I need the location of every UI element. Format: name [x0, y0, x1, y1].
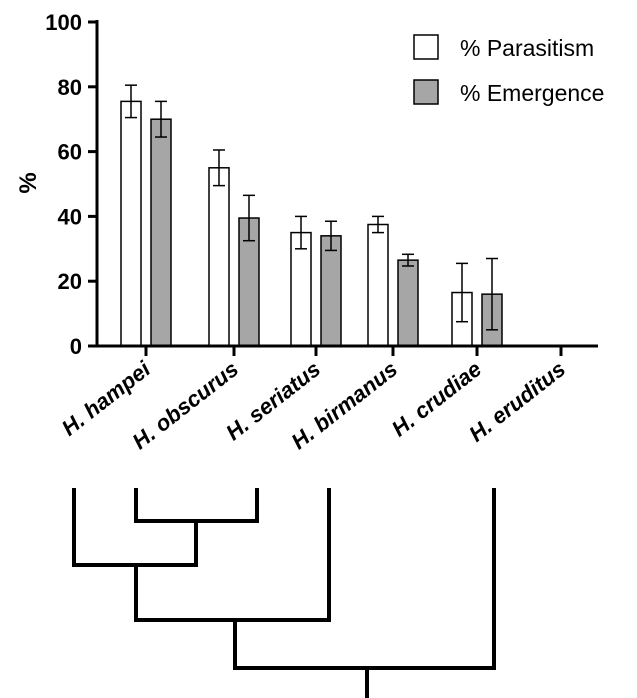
bar-emergence — [320, 235, 342, 347]
bar-parasitism — [208, 167, 230, 347]
errorbars-layer — [125, 84, 498, 331]
bar-parasitism — [120, 100, 142, 347]
legend-swatch-parasitism — [413, 34, 439, 60]
bars-layer — [120, 100, 503, 347]
bar-parasitism — [367, 223, 389, 347]
bar-emergence — [150, 118, 172, 347]
y-axis-label: % — [15, 172, 42, 193]
bar-parasitism — [290, 231, 312, 347]
y-tick-label: 60 — [58, 140, 82, 165]
y-tick-label: 40 — [58, 204, 82, 229]
y-ticks-layer: 0 20 40 60 80 100 — [45, 10, 97, 359]
y-tick-label: 0 — [70, 334, 82, 359]
axes-layer — [95, 20, 598, 348]
y-tick-label: 100 — [45, 10, 82, 35]
legend-swatch-emergence — [413, 79, 439, 105]
y-tick-label: 20 — [58, 269, 82, 294]
legend-label-parasitism: % Parasitism — [460, 35, 594, 61]
cladogram — [72, 488, 496, 698]
y-tick-label: 80 — [58, 75, 82, 100]
bar-emergence — [397, 259, 419, 347]
legend: % Parasitism % Emergence — [413, 34, 604, 106]
legend-label-emergence: % Emergence — [460, 80, 604, 106]
